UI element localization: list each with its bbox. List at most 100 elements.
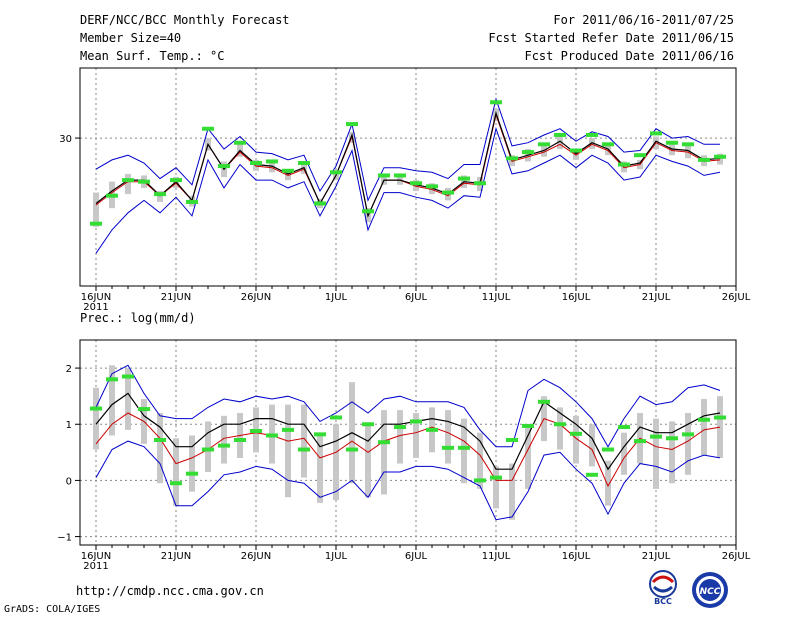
temperature-spread-box — [269, 161, 275, 173]
precipitation-observed-marker — [266, 433, 278, 438]
temperature-xtick-label: 16JUL — [562, 292, 591, 303]
precipitation-spread-box — [109, 365, 115, 436]
precipitation-xtick-label: 21JUN — [161, 551, 191, 562]
temperature-observed-marker — [634, 153, 646, 158]
temperature-spread-box — [685, 144, 691, 159]
temperature-observed-marker — [586, 132, 598, 137]
precipitation-observed-marker — [474, 478, 486, 483]
temperature-observed-marker — [346, 122, 358, 127]
temperature-xtick-label: 26JUL — [722, 292, 751, 303]
precipitation-frame — [79, 339, 737, 546]
precipitation-mean-line — [95, 412, 721, 488]
bcc-logo: BCC — [641, 568, 685, 606]
temperature-observed-marker — [490, 100, 502, 105]
temperature-observed-marker — [250, 160, 262, 165]
precipitation-chart: 16JUN 21JUN 26JUN 1JUL 6JUL 11JUL 16JUL 21JUL 26… — [57, 339, 751, 572]
temperature-xtick-label: 1JUL — [325, 292, 348, 303]
temperature-median-line — [95, 111, 721, 218]
precipitation-xtick-label: 16JUL — [562, 551, 591, 562]
precipitation-observed-marker — [586, 472, 598, 477]
precipitation-variable-label: Prec.: log(mm/d) — [80, 311, 196, 325]
temperature-observed-marker — [474, 181, 486, 186]
precipitation-observed-marker — [442, 445, 454, 450]
temperature-spread-box — [589, 138, 595, 149]
precipitation-spread-box — [493, 466, 499, 509]
produced-date: Fcst Produced Date 2011/06/16 — [524, 49, 734, 63]
precipitation-spread-box — [125, 368, 131, 430]
ncc-logo: NCC — [686, 570, 734, 610]
temperature-observed-marker — [106, 193, 118, 198]
temperature-observed-marker — [442, 190, 454, 195]
temperature-spread-box — [621, 161, 627, 173]
precipitation-observed-marker — [90, 406, 102, 411]
precipitation-xtick-label: 26JUL — [722, 551, 751, 562]
precipitation-spread-box — [285, 404, 291, 498]
precipitation-spread-box — [557, 407, 563, 450]
precipitation-spread-box — [381, 410, 387, 495]
temperature-observed-marker — [522, 150, 534, 155]
temperature-observed-marker — [122, 178, 134, 183]
temperature-observed-marker — [618, 162, 630, 167]
temperature-observed-marker — [506, 156, 518, 161]
precipitation-observed-marker — [138, 407, 150, 412]
precipitation-observed-marker — [538, 399, 550, 404]
precipitation-observed-marker — [426, 427, 438, 432]
precipitation-observed-marker — [602, 447, 614, 452]
temperature-observed-marker — [570, 148, 582, 153]
precipitation-observed-marker — [634, 439, 646, 444]
temperature-spread-box — [253, 159, 259, 171]
precipitation-observed-marker — [522, 423, 534, 428]
precipitation-observed-marker — [618, 425, 630, 430]
precipitation-observed-marker — [154, 437, 166, 442]
ncc-logo-graphic: NCC — [692, 572, 728, 608]
temperature-year-label: 2011 — [83, 302, 108, 313]
precipitation-observed-marker — [362, 422, 374, 427]
temperature-observed-marker — [234, 140, 246, 145]
precipitation-observed-marker — [650, 434, 662, 439]
temperature-observed-marker — [330, 170, 342, 175]
precipitation-observed-marker — [378, 440, 390, 445]
temperature-observed-marker — [202, 126, 214, 131]
temperature-observed-marker — [538, 142, 550, 147]
precipitation-ytick-label: −1 — [57, 533, 72, 544]
precipitation-spread-box — [157, 413, 163, 484]
precipitation-ytick-label: 0 — [66, 476, 72, 487]
temperature-observed-marker — [458, 176, 470, 181]
source-url[interactable]: http://cmdp.ncc.cma.gov.cn — [76, 584, 264, 598]
precipitation-observed-marker — [106, 377, 118, 382]
temperature-spread-box — [669, 144, 675, 156]
precipitation-spread-box — [301, 404, 307, 478]
precipitation-observed-marker — [506, 437, 518, 442]
temperature-spread-box — [429, 183, 435, 195]
temperature-observed-marker — [426, 184, 438, 189]
temperature-observed-marker — [362, 209, 374, 214]
precipitation-observed-marker — [218, 443, 230, 448]
temperature-observed-marker — [186, 199, 198, 204]
temperature-chart: 16JUN 21JUN 26JUN 1JUL 6JUL 11JUL 16JUL 21JUL 26… — [59, 67, 751, 313]
temperature-observed-marker — [282, 168, 294, 173]
precipitation-observed-marker — [234, 437, 246, 442]
precipitation-spread-box — [621, 432, 627, 475]
temperature-spread-box — [541, 145, 547, 157]
precipitation-spread-box — [397, 410, 403, 464]
bcc-logo-graphic: BCC — [649, 570, 677, 606]
precipitation-xtick-label: 11JUL — [482, 551, 511, 562]
precipitation-spread-box — [573, 415, 579, 464]
precipitation-observed-marker — [346, 447, 358, 452]
precipitation-spread-box — [653, 418, 659, 489]
precipitation-spread-box — [445, 410, 451, 464]
temperature-xtick-label: 21JUN — [161, 292, 191, 303]
temperature-observed-marker — [378, 173, 390, 178]
temperature-observed-marker — [138, 179, 150, 184]
precipitation-observed-marker — [298, 447, 310, 452]
temperature-observed-marker — [90, 221, 102, 226]
precipitation-spread-box — [93, 387, 99, 450]
precipitation-xtick-label: 6JUL — [405, 551, 428, 562]
bcc-logo-text: BCC — [654, 597, 672, 606]
refer-date: Fcst Started Refer Date 2011/06/15 — [488, 31, 734, 45]
precipitation-spread-box — [669, 421, 675, 484]
precipitation-spread-box — [525, 427, 531, 489]
precipitation-spread-box — [701, 398, 707, 456]
precipitation-year-label: 2011 — [83, 561, 108, 572]
grads-credit: GrADS: COLA/IGES — [4, 604, 101, 615]
